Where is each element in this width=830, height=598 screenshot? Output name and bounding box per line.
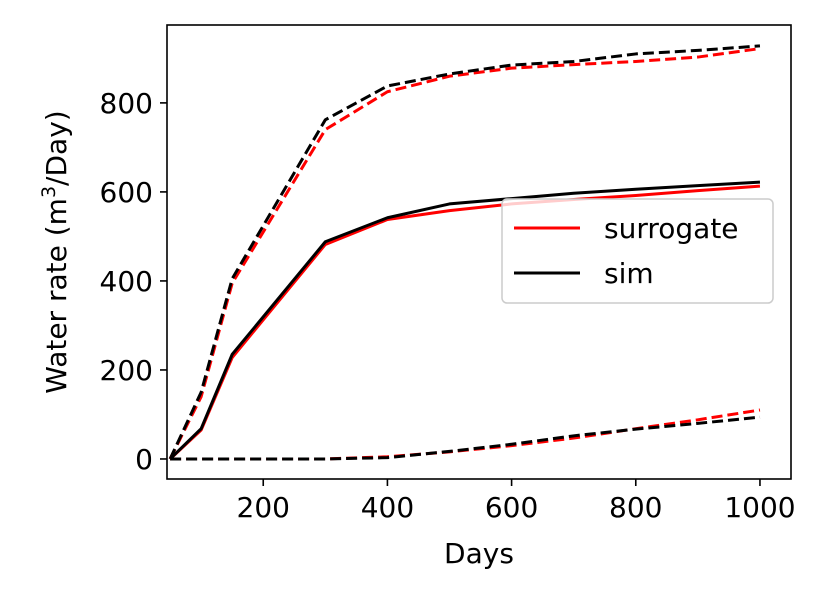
x-axis-ticks: 200 400 600 800 1000 [237, 479, 796, 524]
series-line-sim-middle-solid [169, 180, 761, 461]
y-tick-label: 600 [100, 176, 153, 209]
legend: surrogate sim [501, 198, 774, 304]
legend-box [501, 198, 774, 304]
y-tick-label: 200 [100, 354, 153, 387]
y-axis-title-tail: /Day) [40, 110, 73, 186]
x-axis-title: Days [444, 537, 514, 570]
y-tick-label: 400 [100, 265, 153, 298]
x-tick-label: 600 [485, 491, 538, 524]
y-axis-ticks: 0 200 400 600 800 [100, 87, 167, 476]
x-tick-label: 1000 [724, 491, 795, 524]
y-tick-label: 800 [100, 87, 153, 120]
x-tick-label: 800 [609, 491, 662, 524]
y-axis-title-superscript: 3 [38, 186, 60, 198]
y-axis-title: Water rate (m3/Day) [38, 110, 73, 393]
plot-frame [166, 24, 792, 480]
x-tick-label: 400 [361, 491, 414, 524]
y-axis-title-main: Water rate (m [40, 198, 73, 394]
x-tick-label: 200 [237, 491, 290, 524]
y-tick-label: 0 [135, 443, 153, 476]
series-layer [168, 44, 761, 461]
legend-label-surrogate: surrogate [604, 212, 739, 245]
series-line-sim-lower-dashed [170, 415, 761, 461]
legend-label-sim: sim [604, 257, 654, 290]
series-line-sim-upper-dashed [168, 44, 761, 460]
series-line-surrogate-lower-dashed [170, 408, 761, 461]
